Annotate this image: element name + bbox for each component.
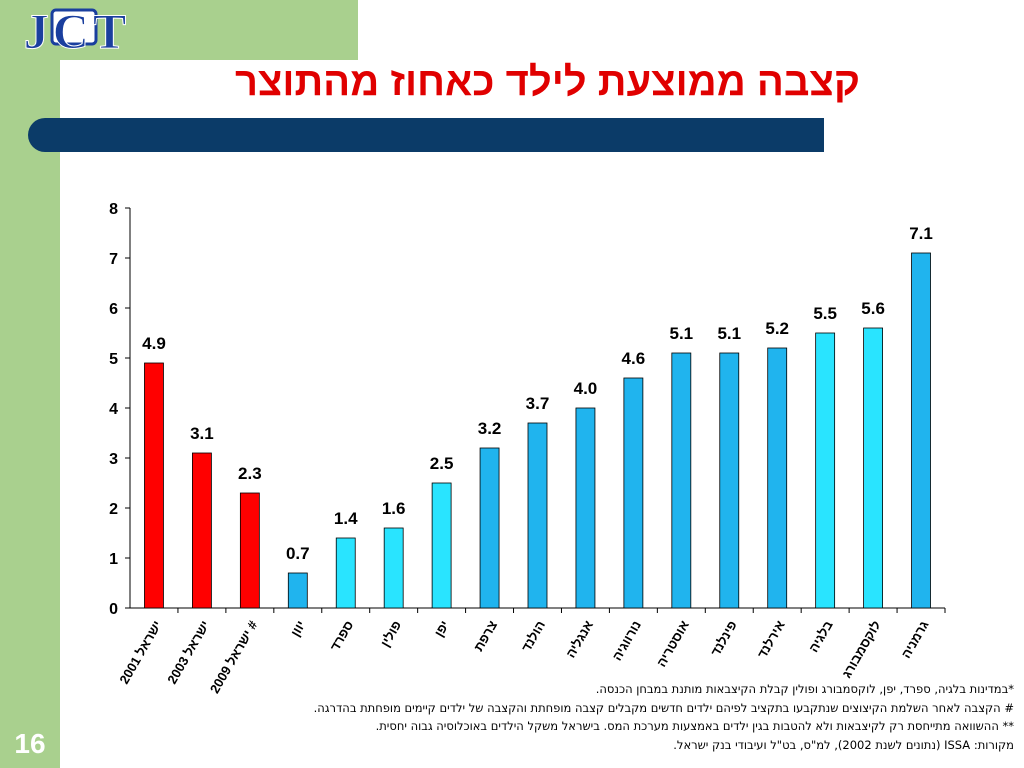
bar [575, 407, 596, 609]
category-label: יפן [431, 618, 452, 639]
data-label: 5.1 [717, 324, 741, 343]
category-label: ספרד [327, 618, 356, 654]
bar [767, 347, 788, 609]
data-label: 5.5 [813, 304, 837, 323]
category-label: אירלנד [754, 618, 787, 661]
page-title: קצבה ממוצעת לילד כאחוז מהתוצר [235, 60, 860, 104]
bar [192, 452, 212, 609]
data-label: 7.1 [909, 224, 933, 243]
category-label: פולין [377, 618, 404, 649]
frame-left-column [0, 0, 60, 768]
category-label: צרפת [471, 618, 500, 654]
y-tick-label: 1 [109, 551, 118, 568]
data-label: 2.5 [430, 454, 454, 473]
footnote-3: ** ההשוואה מתייחסת רק לקיצבאות ולא להטבו… [375, 719, 1014, 733]
category-label: אנגליה [563, 618, 596, 661]
data-label: 1.4 [334, 509, 358, 528]
category-label: אוסטריה [654, 618, 692, 670]
bar [911, 252, 931, 609]
y-tick-label: 8 [109, 201, 118, 218]
footnote-2: # הקצבה לאחר השלמת הקיצוצים שנתקבעו בתקצ… [313, 700, 1014, 715]
data-label: 3.7 [526, 394, 550, 413]
category-label: פינלנד [708, 618, 740, 659]
data-label: 3.1 [190, 424, 214, 443]
logo-book-icon [50, 8, 98, 46]
category-label: נורווגיה [609, 618, 644, 663]
y-tick-label: 3 [109, 451, 118, 468]
data-label: 4.6 [622, 349, 646, 368]
data-label: 1.6 [382, 499, 406, 518]
bar [671, 352, 692, 609]
bar [815, 332, 836, 609]
data-label: 5.2 [765, 319, 789, 338]
bar [527, 422, 548, 609]
category-label: בלגיה [806, 618, 836, 655]
y-tick-label: 2 [109, 501, 118, 518]
slide-number: 16 [14, 728, 46, 759]
data-label: 0.7 [286, 544, 310, 563]
logo-text: JCT [24, 3, 130, 58]
y-tick-label: 5 [109, 351, 118, 368]
y-tick-label: 7 [109, 251, 118, 268]
category-label: לוקסמבורג [839, 618, 884, 681]
y-tick-label: 0 [109, 601, 118, 618]
bar [863, 327, 883, 609]
data-label: 5.1 [670, 324, 694, 343]
data-label: 4.0 [574, 379, 598, 398]
category-label: הולנד [518, 618, 548, 654]
bar [287, 572, 308, 609]
footnotes: *במדינות בלגיה, ספרד, יפן, לוקסמבורג ופו… [150, 680, 1014, 754]
jct-logo: JCT [23, 3, 130, 59]
bar [479, 447, 500, 609]
data-label: 5.6 [861, 299, 885, 318]
category-label: גרמניה [898, 618, 931, 661]
bar [383, 527, 404, 609]
bar [623, 377, 644, 609]
category-label: ישראל 2003 [164, 618, 212, 687]
data-label: 2.3 [238, 464, 262, 483]
y-tick-label: 6 [109, 301, 118, 318]
y-tick-label: 4 [109, 401, 118, 418]
bar [239, 492, 260, 609]
bar [431, 482, 452, 609]
bar [719, 352, 740, 609]
title-underline-bar [28, 118, 824, 152]
bar [144, 362, 164, 609]
footnote-1: *במדינות בלגיה, ספרד, יפן, לוקסמבורג ופו… [595, 682, 1014, 696]
data-label: 4.9 [142, 334, 166, 353]
category-label: יוון [288, 618, 309, 639]
category-label: ישראל 2001 [116, 618, 164, 687]
data-label: 3.2 [478, 419, 502, 438]
footnote-sources: מקורות: ISSA (נתונים לשנת 2002), למ"ס, ב… [673, 737, 1014, 752]
bar [335, 537, 356, 609]
